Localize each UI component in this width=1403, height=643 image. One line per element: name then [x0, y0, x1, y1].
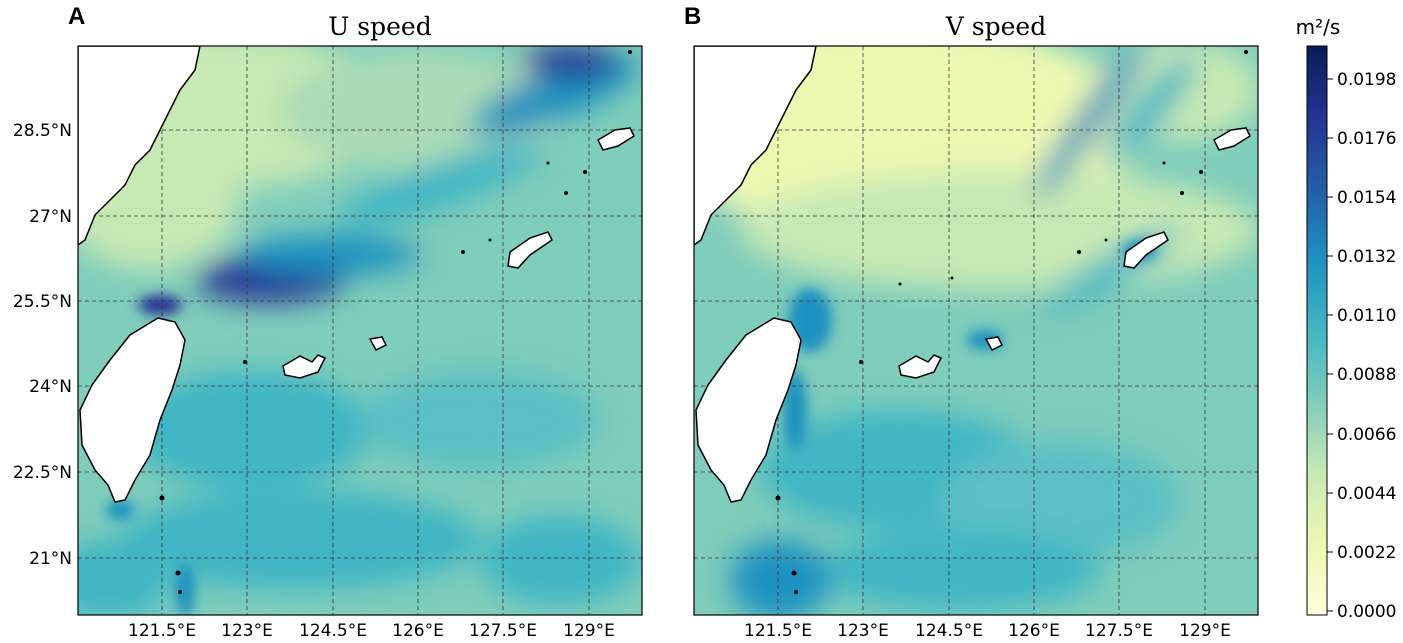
- lon-tick: 124.5°E: [299, 621, 367, 639]
- colorbar: [1306, 45, 1328, 616]
- ryukyu-island-2: [984, 336, 1004, 351]
- colorbar-unit-label: m²/s: [1296, 15, 1341, 39]
- lon-axis-b: 121.5°E 123°E 124.5°E 126°E 127.5°E 129°…: [744, 621, 1231, 641]
- panel-letter-a: A: [68, 3, 85, 30]
- graticule-a: [78, 46, 642, 615]
- colorbar-tick-label: 0.0154: [1337, 188, 1396, 208]
- colorbar-tick-label: 0.0132: [1337, 247, 1396, 267]
- lon-axis-a: 121.5°E 123°E 124.5°E 126°E 127.5°E 129°…: [128, 621, 615, 641]
- lon-tick: 126°E: [1008, 621, 1060, 639]
- colorbar-tick-labels: 0.0198 0.0176 0.0154 0.0132 0.0110 0.008…: [1337, 70, 1396, 622]
- field-blobs-b: [694, 46, 1258, 615]
- lon-tick: 127.5°E: [469, 621, 537, 639]
- map-panel-a: [78, 46, 642, 615]
- field-blobs-a: [78, 46, 640, 615]
- lon-tick: 121.5°E: [128, 621, 196, 639]
- lat-tick: 25.5°N: [13, 292, 72, 312]
- lon-tick: 123°E: [837, 621, 889, 639]
- land-b: [694, 46, 1251, 503]
- graticule-b: [694, 46, 1258, 615]
- panel-frame-a: [77, 45, 643, 616]
- panel-title-a: U speed: [328, 12, 431, 41]
- colorbar-tick-label: 0.0088: [1337, 365, 1396, 385]
- islets-b: [775, 50, 1248, 594]
- lat-tick: 22.5°N: [13, 463, 72, 483]
- okinawa-island: [1123, 231, 1169, 269]
- mainland-coast: [78, 46, 201, 246]
- colorbar-tick-label: 0.0022: [1337, 543, 1396, 563]
- ryukyu-island-1: [282, 354, 327, 379]
- taiwan-island: [79, 317, 186, 503]
- colorbar-tick-label: 0.0066: [1337, 425, 1396, 445]
- panel-title-b: V speed: [945, 12, 1046, 41]
- lon-tick: 124.5°E: [915, 621, 983, 639]
- colorbar-tick-label: 0.0198: [1337, 70, 1396, 90]
- lon-tick: 127.5°E: [1085, 621, 1153, 639]
- lat-tick: 21°N: [29, 549, 72, 569]
- lon-tick: 121.5°E: [744, 621, 812, 639]
- mainland-coast: [694, 46, 817, 246]
- coastal-highlights-a: [106, 295, 195, 615]
- taiwan-island: [695, 317, 802, 503]
- panel-letter-b: B: [684, 3, 701, 30]
- amami-island: [1213, 127, 1251, 151]
- lon-tick: 129°E: [1179, 621, 1231, 639]
- panel-frame-b: [693, 45, 1259, 616]
- colorbar-tick-label: 0.0000: [1337, 602, 1396, 622]
- lat-axis-a: 28.5°N 27°N 25.5°N 24°N 22.5°N 21°N: [13, 121, 72, 569]
- lat-tick: 24°N: [29, 377, 72, 397]
- lon-tick: 123°E: [221, 621, 273, 639]
- ryukyu-island-2: [368, 336, 388, 351]
- amami-island: [597, 127, 635, 151]
- map-panel-b: [694, 46, 1258, 615]
- okinawa-island: [507, 231, 553, 269]
- lat-tick: 28.5°N: [13, 121, 72, 141]
- lat-tick: 27°N: [29, 207, 72, 227]
- colorbar-ticks: [1327, 78, 1333, 612]
- colorbar-tick-label: 0.0044: [1337, 484, 1396, 504]
- land-a: [78, 46, 635, 503]
- lon-tick: 129°E: [563, 621, 615, 639]
- colorbar-tick-label: 0.0176: [1337, 129, 1396, 149]
- lon-tick: 126°E: [392, 621, 444, 639]
- ryukyu-island-1: [898, 354, 943, 379]
- islets-a: [159, 50, 632, 594]
- colorbar-tick-label: 0.0110: [1337, 306, 1396, 326]
